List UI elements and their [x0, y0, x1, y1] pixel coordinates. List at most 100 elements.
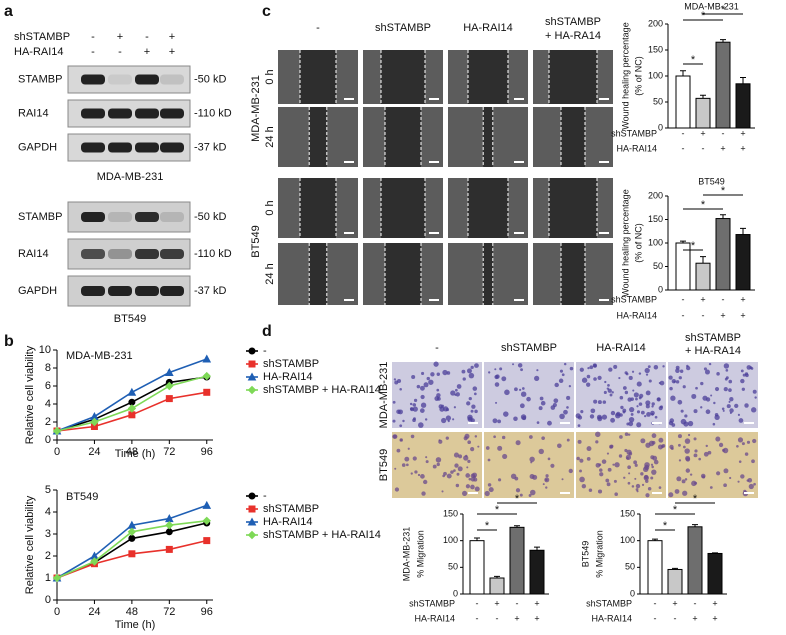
cell-dot	[470, 477, 476, 482]
cell-dot	[396, 448, 401, 453]
cell-dot	[737, 413, 741, 416]
cell-dot	[597, 489, 603, 494]
column-header: shSTAMBP	[545, 16, 601, 28]
cell-dot	[607, 467, 612, 472]
significance-label: *	[721, 185, 726, 197]
wound-gap	[381, 178, 425, 238]
cell-dot	[708, 362, 712, 366]
cell-dot	[593, 377, 597, 381]
cell-dot	[627, 433, 631, 436]
marker	[90, 417, 99, 427]
legend-marker	[247, 517, 257, 526]
cell-dot	[529, 456, 535, 463]
cell-dot	[514, 387, 518, 392]
cell-dot	[589, 365, 594, 370]
error-bar	[700, 94, 706, 99]
cell-dot	[550, 463, 555, 468]
cell-dot	[473, 392, 477, 396]
cell-dot	[494, 374, 499, 380]
cell-dot	[723, 363, 730, 369]
cell-dot	[566, 406, 569, 409]
cell-dot	[658, 486, 662, 489]
condition-label: HA-RAI14	[414, 613, 455, 623]
cell-dot	[659, 380, 665, 386]
y-tick-label: 0	[453, 588, 458, 598]
x-tick-label: 48	[126, 606, 138, 618]
cell-dot	[470, 447, 475, 452]
cell-dot	[512, 363, 515, 366]
cell-dot	[409, 407, 413, 411]
cell-dot	[670, 447, 674, 450]
x-tick-label: 72	[163, 606, 175, 618]
protein-label: RAI14	[18, 107, 49, 119]
cell-dot	[718, 442, 724, 448]
wound-gap	[561, 243, 585, 305]
y-axis-label: Wound healing percentage	[620, 189, 630, 296]
bar	[489, 577, 505, 595]
time-label: 0 h	[264, 200, 276, 215]
y-tick-label: 150	[443, 508, 458, 518]
y-tick-label: 200	[648, 18, 663, 28]
cell-dot	[410, 472, 413, 475]
cell-dot	[710, 394, 713, 397]
cell-dot	[599, 472, 604, 477]
cell-dot	[632, 389, 635, 392]
condition-sign: +	[740, 143, 745, 153]
cell-dot	[745, 373, 749, 378]
chart-title: BT549	[698, 176, 725, 186]
column-header: HA-RAI14	[463, 22, 513, 34]
bar	[735, 83, 751, 129]
cell-dot	[618, 376, 621, 380]
wound-gap	[309, 243, 327, 305]
cell-dot	[417, 473, 421, 477]
cell-dot	[644, 367, 650, 374]
cell-dot	[455, 392, 460, 397]
protein-label: GAPDH	[18, 285, 57, 297]
blot-band	[81, 286, 105, 296]
cell-dot	[595, 431, 601, 438]
time-label: 24 h	[264, 263, 276, 284]
cell-dot	[682, 490, 688, 496]
cell-dot	[618, 454, 623, 458]
error-bar	[514, 525, 520, 528]
cell-dot	[538, 448, 544, 455]
cell-dot	[581, 483, 587, 489]
cell-dot	[635, 483, 641, 489]
blot-band	[160, 108, 184, 119]
cell-dot	[738, 460, 742, 463]
size-label: -50 kD	[194, 73, 226, 85]
column-header: shSTAMBP	[501, 342, 557, 354]
cell-dot	[669, 386, 673, 391]
cell-dot	[744, 452, 749, 456]
cell-dot	[528, 493, 532, 497]
bar	[647, 540, 663, 595]
cell-dot	[705, 409, 711, 415]
condition-sign: -	[722, 128, 725, 138]
condition-sign: +	[700, 294, 705, 304]
blot-band	[108, 74, 132, 85]
legend-marker	[247, 530, 257, 540]
cell-dot	[465, 484, 471, 489]
error-bar	[712, 552, 718, 554]
wound-gap	[381, 50, 425, 104]
blot-band	[81, 212, 105, 222]
cell-dot	[681, 479, 686, 484]
cell-dot	[598, 463, 602, 467]
y-tick-label: 2	[45, 416, 51, 428]
cell-dot	[679, 369, 684, 373]
cell-dot	[474, 486, 480, 492]
cell-dot	[678, 459, 682, 462]
cell-dot	[715, 436, 721, 442]
cell-dot	[484, 490, 490, 497]
cell-dot	[576, 456, 580, 461]
cell-dot	[568, 385, 572, 388]
blot-band	[81, 108, 105, 119]
y-tick-label: 0	[45, 434, 51, 446]
condition-sign: -	[654, 613, 657, 623]
blot-band	[108, 212, 132, 222]
legend-marker	[248, 360, 256, 368]
cell-dot	[651, 405, 654, 408]
y-tick-label: 3	[45, 528, 51, 540]
cell-dot	[435, 457, 442, 463]
cell-dot	[620, 405, 624, 410]
